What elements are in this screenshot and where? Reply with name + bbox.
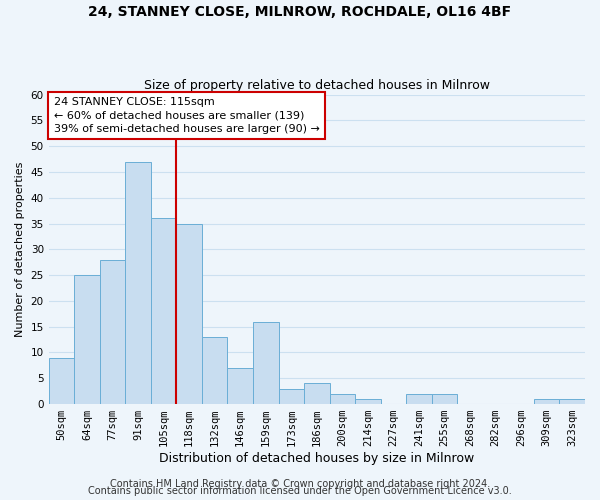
Bar [278,388,304,404]
Bar [100,260,125,404]
Bar [534,399,559,404]
Title: Size of property relative to detached houses in Milnrow: Size of property relative to detached ho… [144,79,490,92]
Bar [74,275,100,404]
Text: 24, STANNEY CLOSE, MILNROW, ROCHDALE, OL16 4BF: 24, STANNEY CLOSE, MILNROW, ROCHDALE, OL… [88,5,512,19]
Y-axis label: Number of detached properties: Number of detached properties [15,162,25,337]
Text: Contains public sector information licensed under the Open Government Licence v3: Contains public sector information licen… [88,486,512,496]
Bar [304,384,329,404]
Bar [227,368,253,404]
Bar [329,394,355,404]
Bar [125,162,151,404]
Bar [253,322,278,404]
Bar [559,399,585,404]
Bar [151,218,176,404]
X-axis label: Distribution of detached houses by size in Milnrow: Distribution of detached houses by size … [159,452,475,465]
Bar [202,337,227,404]
Bar [176,224,202,404]
Bar [432,394,457,404]
Text: Contains HM Land Registry data © Crown copyright and database right 2024.: Contains HM Land Registry data © Crown c… [110,479,490,489]
Text: 24 STANNEY CLOSE: 115sqm
← 60% of detached houses are smaller (139)
39% of semi-: 24 STANNEY CLOSE: 115sqm ← 60% of detach… [54,97,320,134]
Bar [406,394,432,404]
Bar [355,399,380,404]
Bar [49,358,74,404]
